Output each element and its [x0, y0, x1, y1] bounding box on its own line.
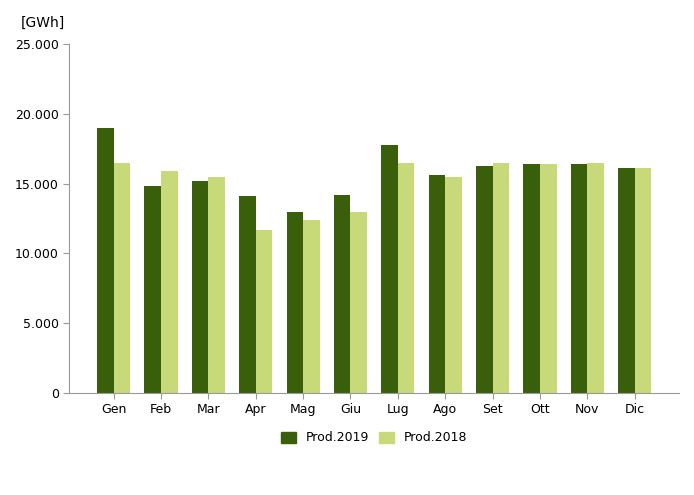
Bar [208, 177, 225, 393]
Text: [GWh]: [GWh] [21, 16, 65, 30]
Bar [350, 211, 367, 393]
Bar [144, 187, 161, 393]
Bar [381, 145, 398, 393]
Bar [303, 220, 320, 393]
Bar [570, 164, 587, 393]
Bar [476, 165, 493, 393]
Bar [618, 168, 635, 393]
Bar [192, 181, 208, 393]
Bar [255, 230, 272, 393]
Bar [523, 164, 540, 393]
Bar [446, 177, 462, 393]
Bar [493, 163, 509, 393]
Bar [587, 163, 604, 393]
Legend: Prod.2019, Prod.2018: Prod.2019, Prod.2018 [276, 426, 473, 449]
Bar [334, 195, 350, 393]
Bar [239, 196, 255, 393]
Bar [114, 163, 130, 393]
Bar [429, 175, 446, 393]
Bar [398, 163, 414, 393]
Bar [97, 128, 114, 393]
Bar [287, 211, 303, 393]
Bar [161, 171, 178, 393]
Bar [540, 164, 557, 393]
Bar [635, 168, 651, 393]
